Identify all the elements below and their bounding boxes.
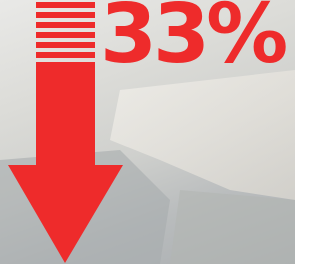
percentage-text: 33% — [100, 0, 284, 76]
graphic: 33% — [0, 0, 295, 264]
